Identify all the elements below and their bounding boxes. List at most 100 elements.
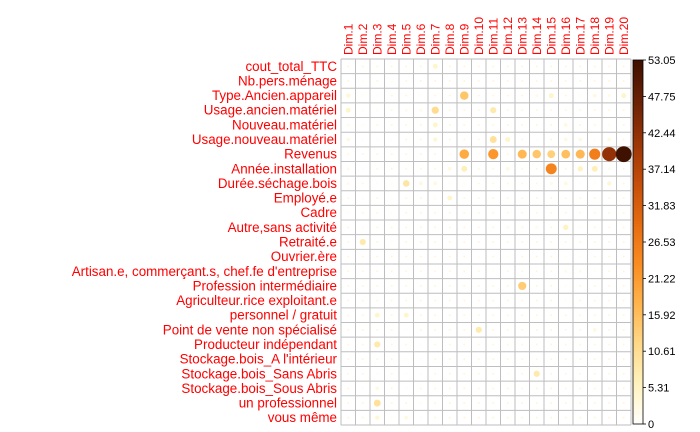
colorbar-band [633,296,643,301]
row-label: Usage.ancien.matériel [204,103,337,118]
heatmap-cell [419,65,422,68]
heatmap-cell [564,255,568,259]
heatmap-cell [405,299,408,302]
colorbar-band [633,123,643,128]
heatmap-cell [477,109,480,112]
colorbar-band [633,411,643,416]
heatmap-cell [434,299,437,302]
colorbar-band [633,420,643,425]
heatmap-cell [434,167,437,170]
heatmap-cell [575,149,585,159]
heatmap-cell [535,241,538,243]
heatmap-cell [622,226,625,229]
colorbar-band [633,245,643,249]
heatmap-cell [463,255,466,258]
row-label: Employé.e [274,191,337,206]
row-label: Retraité.e [279,235,337,250]
colorbar-band [633,196,643,201]
heatmap-cell [361,343,364,346]
heatmap-cell [347,241,350,243]
heatmap-cell [564,79,567,82]
heatmap-cell [579,211,582,214]
heatmap-cell [550,387,553,390]
colorbar-band [633,317,643,322]
heatmap-cell [419,211,422,214]
heatmap-cell [405,241,408,243]
heatmap-cell [361,314,364,317]
heatmap-cell [434,328,437,331]
heatmap-cell [608,372,611,375]
heatmap-cell [390,167,393,170]
row-label: Stockage.bois_Sans Abris [181,366,337,381]
heatmap-cell [506,123,509,126]
heatmap-cell [564,211,567,214]
heatmap-cell [579,328,582,331]
colorbar-band [633,102,643,107]
heatmap-cell [419,372,423,376]
heatmap-cell [550,79,553,82]
heatmap-cell [591,165,598,172]
heatmap-cell [521,299,524,302]
heatmap-cell [608,299,611,302]
heatmap-cell [434,343,437,346]
heatmap-cell [622,167,625,170]
heatmap-cell [622,197,625,200]
heatmap-cell [419,299,422,302]
colorbar-band [633,120,643,125]
colorbar-tick-label: 10.61 [648,346,676,358]
heatmap-cell [535,358,538,361]
heatmap-cell [608,284,611,287]
heatmap-cell [390,182,394,185]
heatmap-cell [506,225,510,229]
heatmap-cell [346,167,350,171]
heatmap-cell [346,93,351,98]
heatmap-cell [477,182,480,185]
heatmap-cell [419,153,422,156]
heatmap-cell [434,255,437,258]
heatmap-cell [448,79,451,82]
heatmap-cell [463,109,466,112]
colorbar-band [633,248,643,252]
heatmap-cell [404,357,408,361]
heatmap-cell [434,416,437,419]
column-label: Dim.16 [559,17,573,55]
heatmap-cell [434,284,437,287]
heatmap-cell [448,270,451,273]
heatmap-cell [602,147,617,162]
colorbar-tick-label: 53.05 [648,55,676,67]
heatmap-cell [463,138,466,141]
heatmap-cell [506,211,509,214]
heatmap-cell [390,314,393,317]
heatmap-cell [564,358,567,361]
colorbar-band [633,226,643,231]
heatmap-cell [622,241,625,243]
heatmap-cell [564,241,567,243]
heatmap-cell [622,123,625,126]
colorbar-band [633,354,643,358]
heatmap-cell [405,284,408,287]
column-label: Dim.17 [573,17,587,55]
heatmap-cell [578,182,582,185]
heatmap-cell [404,372,408,376]
heatmap-cell [550,284,553,287]
heatmap-cell [490,107,497,114]
heatmap-cell [448,123,451,126]
heatmap-cell [361,225,365,229]
heatmap-cell [347,226,350,229]
plot-cells [345,63,632,420]
heatmap-cell [477,314,480,317]
heatmap-cell [593,299,596,302]
heatmap-cell [376,65,379,68]
column-label: Dim.10 [472,17,486,55]
heatmap-cell [434,79,437,82]
heatmap-cell [622,270,625,273]
heatmap-cell [521,65,524,68]
heatmap-cell [376,255,379,258]
heatmap-cell [376,270,379,273]
heatmap-cell [622,109,625,112]
heatmap-cell [579,123,582,126]
heatmap-cell [477,270,480,273]
heatmap-cell [521,211,524,214]
heatmap-cell [347,197,350,200]
heatmap-cell [607,181,612,186]
